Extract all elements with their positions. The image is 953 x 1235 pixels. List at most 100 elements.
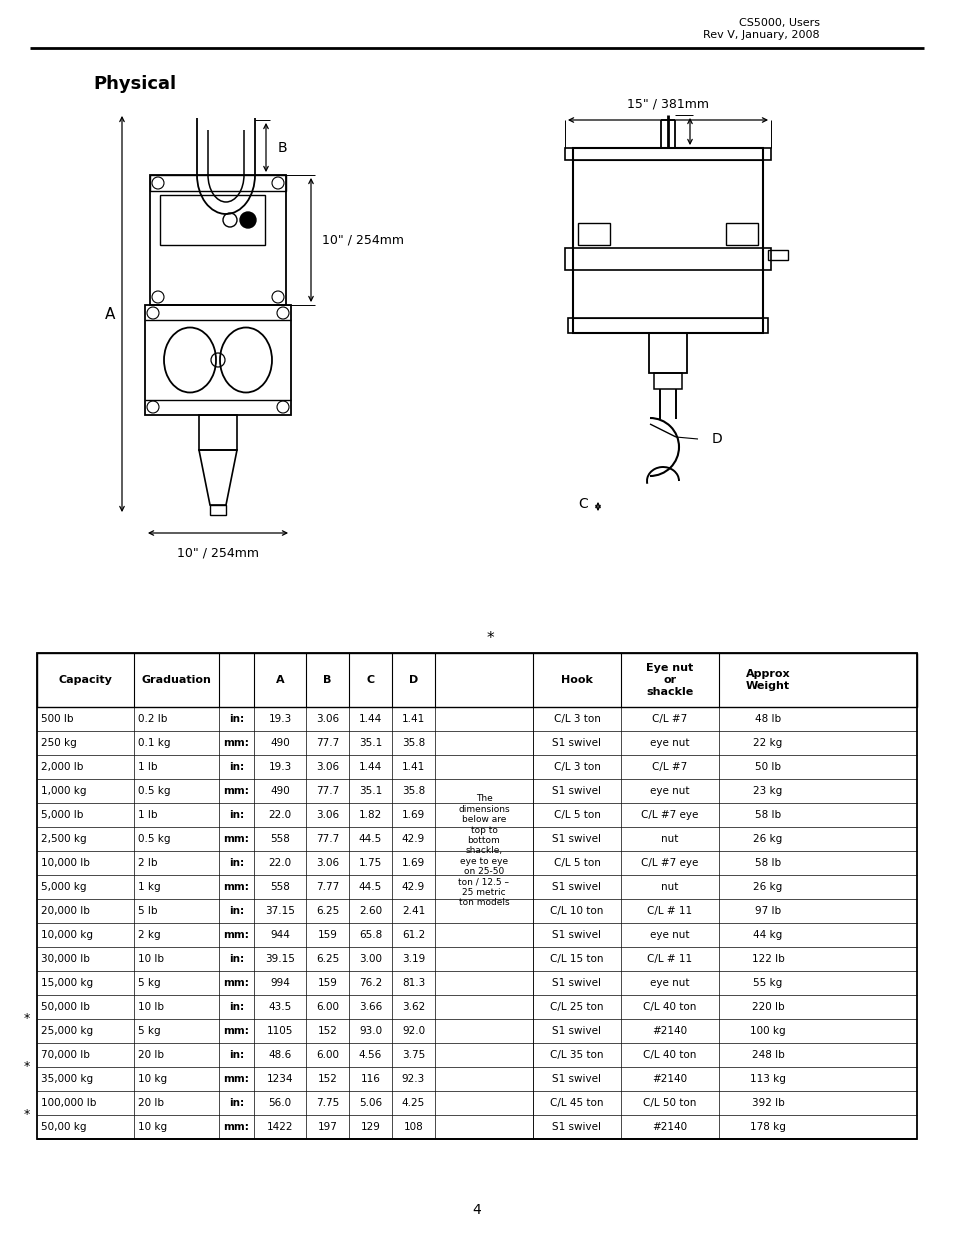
Text: eye nut: eye nut <box>650 785 689 797</box>
Text: 2,000 lb: 2,000 lb <box>41 762 83 772</box>
Text: *: * <box>24 1013 30 1025</box>
Text: 159: 159 <box>317 978 337 988</box>
Text: 1.75: 1.75 <box>358 858 382 868</box>
Text: 44 kg: 44 kg <box>753 930 781 940</box>
Circle shape <box>240 212 255 228</box>
Text: 37.15: 37.15 <box>265 906 294 916</box>
Text: 0.5 kg: 0.5 kg <box>138 785 171 797</box>
Text: 61.2: 61.2 <box>401 930 425 940</box>
Text: 26 kg: 26 kg <box>753 882 781 892</box>
Text: in:: in: <box>229 906 244 916</box>
Text: mm:: mm: <box>223 882 249 892</box>
Text: 1234: 1234 <box>267 1074 293 1084</box>
Text: #2140: #2140 <box>652 1123 687 1132</box>
Text: C/L 40 ton: C/L 40 ton <box>642 1002 696 1011</box>
Text: *: * <box>24 1061 30 1073</box>
Text: mm:: mm: <box>223 1123 249 1132</box>
Text: 35,000 kg: 35,000 kg <box>41 1074 93 1084</box>
Text: 1.41: 1.41 <box>401 714 425 724</box>
Text: 113 kg: 113 kg <box>749 1074 785 1084</box>
Text: 56.0: 56.0 <box>268 1098 292 1108</box>
Text: C/L # 11: C/L # 11 <box>647 906 692 916</box>
Bar <box>564 148 770 161</box>
Bar <box>37 653 916 1139</box>
Text: Rev V, January, 2008: Rev V, January, 2008 <box>702 30 820 40</box>
Text: C/L 3 ton: C/L 3 ton <box>553 762 599 772</box>
Text: 116: 116 <box>360 1074 380 1084</box>
Text: C/L 10 ton: C/L 10 ton <box>550 906 603 916</box>
Text: 10" / 254mm: 10" / 254mm <box>322 233 403 247</box>
Text: eye nut: eye nut <box>650 978 689 988</box>
Text: S1 swivel: S1 swivel <box>552 785 601 797</box>
Text: 152: 152 <box>317 1074 337 1084</box>
Text: 0.5 kg: 0.5 kg <box>138 834 171 844</box>
Text: 19.3: 19.3 <box>268 714 292 724</box>
Bar <box>210 505 226 515</box>
Text: 6.00: 6.00 <box>315 1002 338 1011</box>
Text: Hook: Hook <box>560 676 593 685</box>
Text: C/L #7 eye: C/L #7 eye <box>640 858 698 868</box>
Text: 4: 4 <box>472 1203 481 1216</box>
Text: in:: in: <box>229 858 244 868</box>
Text: 1.82: 1.82 <box>358 810 382 820</box>
Text: 1 lb: 1 lb <box>138 810 157 820</box>
Text: mm:: mm: <box>223 1074 249 1084</box>
Text: C/L # 11: C/L # 11 <box>647 953 692 965</box>
Text: 76.2: 76.2 <box>358 978 382 988</box>
Text: D: D <box>711 432 722 446</box>
Text: #2140: #2140 <box>652 1074 687 1084</box>
Text: in:: in: <box>229 810 244 820</box>
Text: 26 kg: 26 kg <box>753 834 781 844</box>
Text: S1 swivel: S1 swivel <box>552 930 601 940</box>
Text: 97 lb: 97 lb <box>754 906 781 916</box>
Text: 392 lb: 392 lb <box>751 1098 783 1108</box>
Text: 20 lb: 20 lb <box>138 1098 164 1108</box>
Text: 25,000 kg: 25,000 kg <box>41 1026 93 1036</box>
Text: mm:: mm: <box>223 1026 249 1036</box>
Text: 1 lb: 1 lb <box>138 762 157 772</box>
Text: 6.25: 6.25 <box>315 953 338 965</box>
Text: Physical: Physical <box>92 75 176 93</box>
Text: Approx
Weight: Approx Weight <box>745 669 789 690</box>
Text: 5,000 lb: 5,000 lb <box>41 810 83 820</box>
Text: 3.62: 3.62 <box>401 1002 425 1011</box>
Text: 944: 944 <box>270 930 290 940</box>
Text: S1 swivel: S1 swivel <box>552 1026 601 1036</box>
Text: 50,00 kg: 50,00 kg <box>41 1123 87 1132</box>
Text: 10" / 254mm: 10" / 254mm <box>177 547 258 559</box>
Text: 42.9: 42.9 <box>401 834 425 844</box>
Text: 10,000 kg: 10,000 kg <box>41 930 92 940</box>
Text: 43.5: 43.5 <box>268 1002 292 1011</box>
Bar <box>199 415 236 450</box>
Text: nut: nut <box>660 834 678 844</box>
Text: 108: 108 <box>403 1123 423 1132</box>
Text: C/L #7: C/L #7 <box>652 714 687 724</box>
Text: The
dimensions
below are
top to
bottom
shackle,
eye to eye
on 25-50
ton / 12.5 –: The dimensions below are top to bottom s… <box>457 794 509 908</box>
Text: 0.2 lb: 0.2 lb <box>138 714 167 724</box>
Text: *: * <box>24 1109 30 1121</box>
Text: 122 lb: 122 lb <box>751 953 783 965</box>
Text: 490: 490 <box>270 739 290 748</box>
Text: 197: 197 <box>317 1123 337 1132</box>
Text: 2 lb: 2 lb <box>138 858 157 868</box>
Text: 3.66: 3.66 <box>358 1002 382 1011</box>
Text: 39.15: 39.15 <box>265 953 294 965</box>
Text: 3.06: 3.06 <box>315 762 338 772</box>
Text: 35.1: 35.1 <box>358 785 382 797</box>
Text: S1 swivel: S1 swivel <box>552 834 601 844</box>
Bar <box>567 317 767 333</box>
Text: mm:: mm: <box>223 739 249 748</box>
Text: 100 kg: 100 kg <box>749 1026 785 1036</box>
Text: 3.75: 3.75 <box>401 1050 425 1060</box>
Text: 7.77: 7.77 <box>315 882 338 892</box>
Text: 22.0: 22.0 <box>268 810 292 820</box>
Text: 30,000 lb: 30,000 lb <box>41 953 90 965</box>
Text: 77.7: 77.7 <box>315 834 338 844</box>
Text: 15,000 kg: 15,000 kg <box>41 978 93 988</box>
Bar <box>654 373 681 389</box>
Text: 77.7: 77.7 <box>315 739 338 748</box>
Text: 81.3: 81.3 <box>401 978 425 988</box>
Text: eye nut: eye nut <box>650 930 689 940</box>
Text: Capacity: Capacity <box>58 676 112 685</box>
Text: 3.06: 3.06 <box>315 714 338 724</box>
